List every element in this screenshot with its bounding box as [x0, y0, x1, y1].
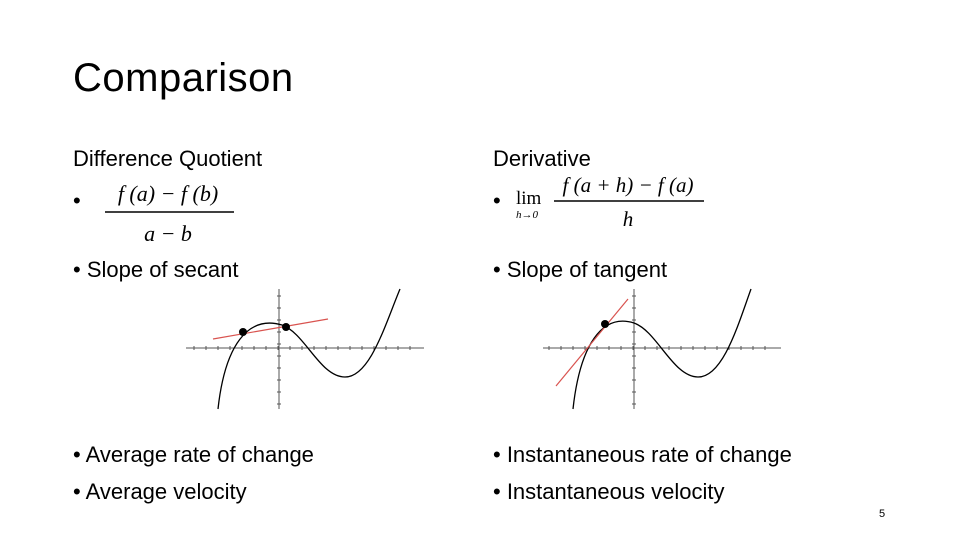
left-heading: Difference Quotient	[73, 146, 263, 171]
derivative-numerator: f (a + h) − f (a)	[563, 173, 694, 197]
left-bullet-rate: • Average rate of change	[73, 442, 314, 467]
right-bullet-slope: • Slope of tangent	[493, 257, 668, 282]
function-curve	[572, 288, 752, 410]
secant-point-b	[239, 328, 247, 336]
difference-quotient-numerator: f (a) − f (b)	[118, 181, 218, 206]
page-number: 5	[879, 508, 886, 520]
axis-ticks	[193, 295, 411, 405]
left-formula-bullet: •	[73, 188, 81, 213]
difference-quotient-denominator: a − b	[144, 221, 192, 246]
derivative-formula: lim h→0 f (a + h) − f (a) h	[516, 173, 704, 231]
right-bullet-velocity: • Instantaneous velocity	[493, 479, 725, 504]
right-bullet-rate: • Instantaneous rate of change	[493, 442, 792, 467]
slide-title: Comparison	[73, 56, 294, 100]
tangent-line	[555, 298, 629, 387]
limit-symbol: lim	[516, 188, 542, 209]
axis-ticks	[548, 295, 766, 405]
secant-line	[212, 318, 329, 340]
function-curve	[217, 288, 401, 410]
left-bullet-velocity: • Average velocity	[73, 479, 247, 504]
limit-subscript: h→0	[516, 209, 539, 221]
right-formula-bullet: •	[493, 188, 501, 213]
secant-graph	[186, 288, 424, 410]
derivative-denominator: h	[623, 207, 634, 231]
right-heading: Derivative	[493, 146, 591, 171]
difference-quotient-formula: f (a) − f (b) a − b	[105, 181, 234, 246]
tangent-point	[601, 320, 609, 328]
left-bullet-slope: • Slope of secant	[73, 257, 239, 282]
tangent-graph	[543, 288, 781, 410]
secant-point-a	[282, 323, 290, 331]
